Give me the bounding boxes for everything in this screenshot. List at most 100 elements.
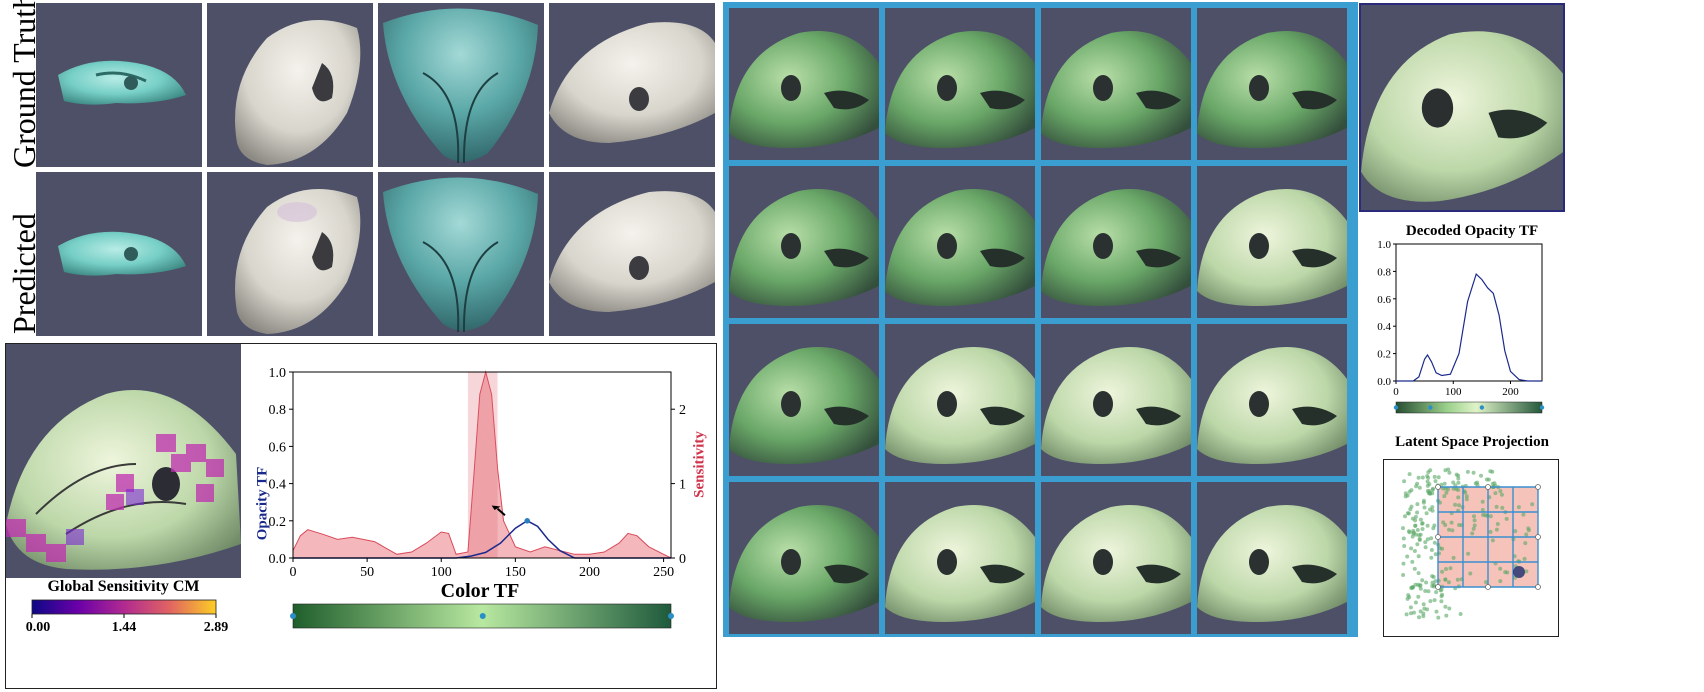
latent-point [1415, 510, 1420, 515]
latent-point [1444, 613, 1449, 618]
latent-point [1447, 470, 1452, 475]
latent-handle [1435, 584, 1441, 590]
latent-projection-plot[interactable] [1383, 459, 1559, 637]
latent-point [1451, 555, 1456, 560]
latent-selected-point [1513, 566, 1525, 578]
decoded-opacity-curve [1396, 272, 1542, 382]
grid-render-tile[interactable] [885, 324, 1035, 476]
latent-point [1417, 537, 1422, 541]
y-tick-label: 0.8 [269, 403, 287, 418]
sensitivity-ylabel-right: Sensitivity [691, 431, 708, 498]
latent-handle [1535, 534, 1541, 540]
latent-point [1412, 530, 1416, 535]
latent-point [1465, 469, 1470, 474]
grid-render-tile[interactable] [729, 166, 879, 318]
latent-point [1412, 549, 1417, 553]
latent-point [1424, 511, 1429, 516]
latent-point [1410, 559, 1415, 564]
latent-point [1423, 540, 1428, 545]
grid-render-tile[interactable] [1041, 166, 1191, 318]
latent-point [1440, 569, 1445, 574]
color-tf-control-point [290, 613, 296, 619]
latent-point [1444, 490, 1449, 495]
latent-point [1428, 599, 1433, 604]
grid-render-tile[interactable] [1041, 324, 1191, 476]
grid-render-tile[interactable] [729, 482, 879, 634]
latent-point [1416, 475, 1421, 480]
latent-point [1409, 611, 1413, 616]
latent-point [1493, 491, 1498, 496]
latent-point [1409, 504, 1414, 509]
latent-projection-title: Latent Space Projection [1395, 434, 1549, 450]
latent-point [1495, 522, 1500, 526]
latent-point [1443, 523, 1448, 527]
latent-point [1417, 615, 1421, 620]
decoded-y-tick-label: 0.6 [1377, 294, 1391, 306]
latent-point [1415, 502, 1420, 507]
latent-point [1486, 477, 1491, 482]
opacity-tf-curve [293, 519, 671, 559]
latent-handle [1535, 584, 1541, 590]
latent-point [1498, 579, 1503, 584]
sensitivity-area [293, 372, 671, 558]
latent-point [1447, 606, 1452, 611]
latent-point [1490, 538, 1495, 543]
sensitivity-chart: 0 50 100 150 200 250 0.0 0.2 0.4 0.6 0.8 1.0 0 1 2 [269, 366, 686, 629]
latent-point [1432, 540, 1437, 545]
latent-point [1422, 505, 1427, 510]
decoded-y-tick-label: 0.8 [1377, 266, 1391, 278]
grid-render-tile[interactable] [885, 166, 1035, 318]
latent-point [1464, 494, 1469, 499]
latent-point [1446, 487, 1450, 492]
grid-render-tile[interactable] [1041, 482, 1191, 634]
grid-render-tile[interactable] [1197, 166, 1347, 318]
decoded-opacity-chart: 0.0 0.2 0.4 0.6 0.8 1.0 0 100 200 [1377, 239, 1545, 414]
latent-point [1499, 492, 1504, 497]
color-tf-control-point [479, 613, 486, 619]
latent-point [1430, 505, 1435, 510]
latent-point [1405, 493, 1410, 498]
latent-point [1434, 590, 1439, 595]
latent-point [1530, 502, 1535, 507]
latent-point [1439, 599, 1444, 604]
latent-point [1404, 612, 1409, 617]
decoded-y-tick-label: 0.4 [1377, 321, 1391, 333]
latent-point [1426, 475, 1431, 480]
latent-point [1413, 600, 1418, 605]
grid-render-tile[interactable] [885, 8, 1035, 160]
latent-point [1442, 481, 1447, 486]
decoded-x-tick-label: 200 [1502, 386, 1519, 398]
colormap-tick-mid: 1.44 [111, 620, 137, 635]
arrow-line [496, 507, 506, 516]
colormap-tick-min: 0.00 [25, 620, 51, 635]
grid-render-tile[interactable] [729, 8, 879, 160]
latent-point [1472, 514, 1476, 519]
latent-point [1416, 594, 1421, 599]
latent-point [1425, 537, 1430, 542]
grid-render-tile[interactable] [1197, 482, 1347, 634]
latent-point [1448, 566, 1453, 571]
latent-point [1500, 505, 1505, 510]
sensitivity-plot-frame [292, 371, 672, 559]
latent-point [1455, 577, 1460, 582]
grid-render-tile[interactable] [885, 482, 1035, 634]
latent-point [1488, 529, 1493, 534]
decoded-color-tf-point [1479, 405, 1485, 410]
latent-point [1427, 482, 1432, 487]
grid-render-tile[interactable] [729, 324, 879, 476]
latent-point [1410, 585, 1415, 590]
latent-point [1412, 566, 1417, 571]
latent-handle [1435, 534, 1441, 540]
latent-point [1526, 528, 1531, 533]
latent-point [1420, 521, 1425, 526]
grid-render-tile[interactable] [1197, 324, 1347, 476]
latent-point [1421, 498, 1426, 503]
decoded-y-tick-label: 0.2 [1377, 349, 1391, 361]
latent-point [1443, 577, 1448, 582]
grid-render-tile[interactable] [1197, 8, 1347, 160]
latent-point [1413, 582, 1418, 587]
grid-render-tile[interactable] [1041, 8, 1191, 160]
latent-point [1504, 516, 1509, 521]
latent-point [1456, 495, 1461, 500]
latent-point [1413, 514, 1418, 519]
